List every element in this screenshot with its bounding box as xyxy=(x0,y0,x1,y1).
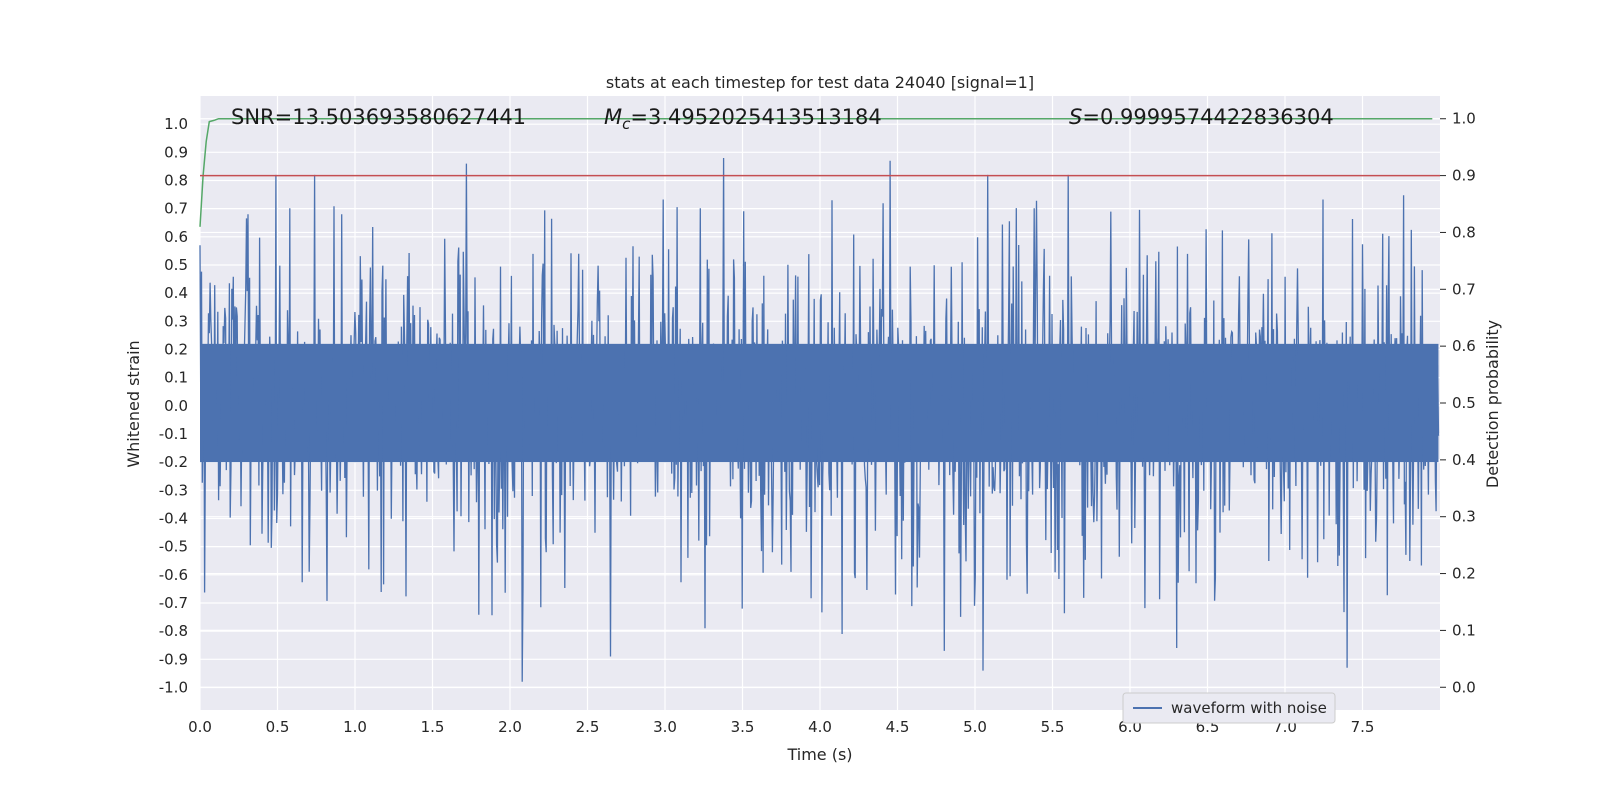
score-symbol: S xyxy=(1069,105,1082,129)
x-tick-label: 3.5 xyxy=(731,718,755,736)
y2-axis-ticks: 1.0 0.9 0.8 0.7 0.6 0.5 0.4 0.3 0.2 0.1 0.0 xyxy=(1440,110,1476,696)
y-tick-label: 0.0 xyxy=(164,397,188,415)
y2-tick-label: 1.0 xyxy=(1452,110,1476,128)
y-tick-label: -0.5 xyxy=(159,538,188,556)
y-tick-label: -0.3 xyxy=(159,481,188,499)
x-tick-label: 7.5 xyxy=(1351,718,1375,736)
waveform-line xyxy=(199,157,1440,682)
y2-tick-label: 0.7 xyxy=(1452,280,1476,298)
y-tick-label: -0.8 xyxy=(159,622,188,640)
annotation-chirp-mass: Mc=3.4952025413513184 xyxy=(604,105,882,133)
x-tick-label: 3.0 xyxy=(653,718,677,736)
y-tick-label: -0.1 xyxy=(159,425,188,443)
x-tick-label: 5.0 xyxy=(963,718,987,736)
y-tick-label: 0.8 xyxy=(164,171,188,189)
y2-tick-label: 0.8 xyxy=(1452,223,1476,241)
y-tick-label: 1.0 xyxy=(164,115,188,133)
detection-probability-line xyxy=(199,117,1433,227)
y-tick-label: 0.9 xyxy=(164,143,188,161)
y-tick-label: 0.4 xyxy=(164,284,188,302)
annotation-snr: SNR=13.503693580627441 xyxy=(231,105,526,129)
y-tick-label: -0.4 xyxy=(159,509,188,527)
y-tick-label: 0.6 xyxy=(164,228,188,246)
x-tick-label: 1.5 xyxy=(421,718,445,736)
y-axis-ticks: 1.0 0.9 0.8 0.7 0.6 0.5 0.4 0.3 0.2 0.1 0.0 -0.1 -0.… xyxy=(159,115,188,696)
y2-axis-label: Detection probability xyxy=(1483,320,1502,488)
legend: waveform with noise xyxy=(1122,692,1336,724)
x-tick-label: 4.0 xyxy=(808,718,832,736)
chirp-mass-subscript: c xyxy=(622,115,631,133)
y2-tick-label: 0.6 xyxy=(1452,337,1476,355)
y-tick-label: -0.7 xyxy=(159,594,188,612)
y-tick-label: -1.0 xyxy=(159,678,188,696)
probability-series xyxy=(199,117,1440,227)
y2-tick-label: 0.2 xyxy=(1452,565,1476,583)
chirp-mass-symbol: M xyxy=(604,105,622,129)
y2-tick-label: 0.1 xyxy=(1452,621,1476,639)
x-tick-label: 5.5 xyxy=(1041,718,1065,736)
x-tick-label: 2.0 xyxy=(498,718,522,736)
y2-tick-label: 0.3 xyxy=(1452,508,1476,526)
legend-box xyxy=(1122,692,1336,724)
score-value: =0.9999574422836304 xyxy=(1082,105,1333,129)
y-tick-label: 0.5 xyxy=(164,256,188,274)
y-tick-label: -0.9 xyxy=(159,650,188,668)
y2-tick-label: 0.5 xyxy=(1452,394,1476,412)
y2-tick-label: 0.0 xyxy=(1452,678,1476,696)
chart-title: stats at each timestep for test data 240… xyxy=(606,73,1034,92)
x-axis-ticks: 0.0 0.5 1.0 1.5 2.0 2.5 3.0 3.5 4.0 4.5 5.0 5.5 6.0 6… xyxy=(188,718,1374,736)
y-tick-label: 0.2 xyxy=(164,340,188,358)
x-tick-label: 0.0 xyxy=(188,718,212,736)
y-tick-label: 0.3 xyxy=(164,312,188,330)
y2-tick-label: 0.9 xyxy=(1452,167,1476,185)
waveform-series xyxy=(199,157,1440,682)
y-axis-label: Whitened strain xyxy=(124,340,143,467)
x-tick-label: 0.5 xyxy=(266,718,290,736)
y2-tick-label: 0.4 xyxy=(1452,451,1476,469)
x-tick-label: 4.5 xyxy=(886,718,910,736)
y-tick-label: -0.2 xyxy=(159,453,188,471)
x-axis-label: Time (s) xyxy=(786,745,852,764)
legend-label-waveform: waveform with noise xyxy=(1171,699,1327,717)
x-tick-label: 2.5 xyxy=(576,718,600,736)
y-tick-label: 0.7 xyxy=(164,200,188,218)
annotation-score: S=0.9999574422836304 xyxy=(1069,105,1334,129)
y-tick-label: 0.1 xyxy=(164,369,188,387)
x-tick-label: 1.0 xyxy=(343,718,367,736)
chirp-mass-value: =3.4952025413513184 xyxy=(630,105,881,129)
y-tick-label: -0.6 xyxy=(159,566,188,584)
